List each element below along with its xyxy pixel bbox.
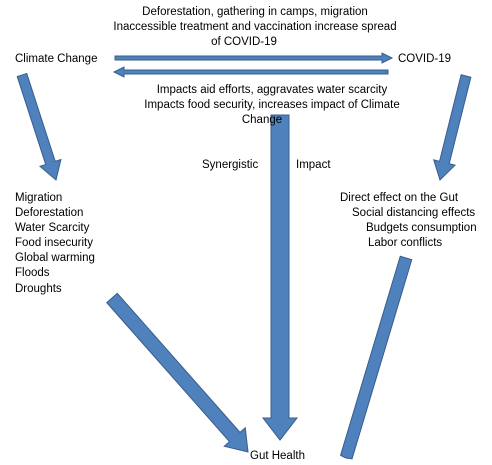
effect: Migration — [15, 192, 62, 204]
climate-effects: Migration Deforestation Water Scarcity F… — [15, 192, 95, 295]
top-label: of COVID-19 — [211, 36, 277, 48]
arrows — [16, 52, 472, 460]
effect: Droughts — [15, 283, 62, 295]
node-label: Gut Health — [250, 450, 305, 462]
bottom-label: Impacts aid efforts, aggravates water sc… — [157, 84, 388, 96]
effect: Deforestation — [15, 207, 83, 219]
effect: Labor conflicts — [368, 237, 442, 249]
bottom-label: Impacts food security, increases impact … — [144, 99, 399, 111]
top-label: Inaccessible treatment and vaccination i… — [113, 21, 396, 33]
arrow — [112, 66, 389, 78]
effect: Direct effect on the Gut — [340, 192, 459, 204]
top-label: Deforestation, gathering in camps, migra… — [142, 6, 368, 18]
effect: Food insecurity — [15, 237, 93, 249]
bottom-label: Change — [242, 114, 282, 126]
effect: Global warming — [15, 252, 95, 264]
arrow — [106, 292, 249, 453]
covid-effects: Direct effect on the Gut Social distanci… — [340, 192, 477, 249]
synergy-label: Impact — [296, 159, 331, 171]
effect: Water Scarcity — [15, 222, 90, 234]
arrow — [432, 74, 472, 181]
arrow — [114, 52, 394, 64]
effect: Floods — [15, 267, 50, 279]
arrow — [339, 255, 413, 460]
arrow — [16, 72, 62, 181]
node-label: COVID-19 — [398, 53, 451, 65]
node-label: Climate Change — [15, 53, 97, 65]
synergy-label: Synergistic — [202, 159, 258, 171]
arrow — [261, 114, 299, 441]
effect: Social distancing effects — [352, 207, 475, 219]
effect: Budgets consumption — [366, 222, 477, 234]
